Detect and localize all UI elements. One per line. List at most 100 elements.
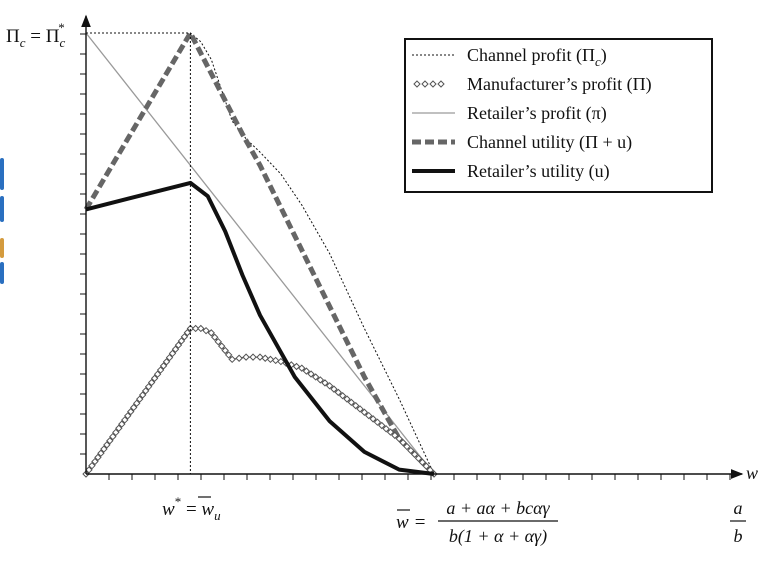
manufacturer-profit-marker xyxy=(85,466,93,474)
manufacturer-profit-marker xyxy=(159,362,168,370)
manufacturer-profit-marker xyxy=(338,392,347,400)
edge-marker xyxy=(0,262,4,284)
manufacturer-profit-marker xyxy=(202,326,210,335)
manufacturer-profit-marker xyxy=(112,428,120,437)
legend-item-manufacturer-s-profit: Manufacturer’s profit (Π) xyxy=(413,74,652,95)
manufacturer-profit-marker xyxy=(191,324,200,333)
legend-label: Retailer’s profit (π) xyxy=(467,103,607,124)
manufacturer-profit-marker xyxy=(121,416,129,424)
edge-marker xyxy=(0,158,4,190)
legend-label: Channel utility (Π + u) xyxy=(467,132,632,153)
manufacturer-profit-marker xyxy=(378,421,386,430)
manufacturer-profit-marker xyxy=(186,324,195,333)
manufacturer-profit-marker xyxy=(171,345,180,353)
manufacturer-profit-marker xyxy=(330,385,338,393)
manufacturer-profit-marker xyxy=(373,418,382,426)
manufacturer-profit-marker xyxy=(115,424,123,432)
x-axis-symbol: w xyxy=(746,463,758,483)
manufacturer-profit-marker xyxy=(343,395,351,403)
axes-layer xyxy=(80,14,744,480)
manufacturer-profit-marker xyxy=(302,367,311,375)
manufacturer-profit-marker xyxy=(91,457,99,466)
manufacturer-profit-marker xyxy=(127,407,135,416)
manufacturer-profit-marker xyxy=(277,357,285,366)
legend-label: Retailer’s utility (u) xyxy=(467,161,610,182)
manufacturer-profit-marker xyxy=(391,431,399,440)
manufacturer-profit-markers xyxy=(82,324,438,478)
manufacturer-profit-marker xyxy=(150,374,159,383)
manufacturer-profit-marker xyxy=(261,354,269,362)
manufacturer-profit-marker xyxy=(365,411,373,420)
manufacturer-profit-marker xyxy=(165,353,174,362)
legend-item-retailer-s-profit: Retailer’s profit (π) xyxy=(412,103,607,124)
w-bar-lhs: w xyxy=(396,512,409,533)
manufacturer-profit-marker xyxy=(360,408,369,416)
manufacturer-profit-marker xyxy=(100,445,108,453)
manufacturer-profit-marker xyxy=(180,333,189,341)
manufacturer-profit-marker xyxy=(356,405,364,413)
manufacturer-profit-marker xyxy=(135,395,144,403)
manufacturer-profit-marker xyxy=(103,441,111,449)
manufacturer-profit-marker xyxy=(351,401,360,410)
manufacturer-profit-marker xyxy=(422,462,430,470)
manufacturer-profit-marker xyxy=(403,442,411,451)
legend-items: Channel profit (Πc) Manufacturer’s profit… xyxy=(412,45,652,182)
manufacturer-profit-marker xyxy=(413,80,421,88)
series-line-retailer-s-utility-u xyxy=(85,180,435,476)
manufacturer-profit-marker xyxy=(118,420,126,428)
legend-box xyxy=(404,38,713,193)
manufacturer-profit-marker xyxy=(162,358,171,366)
series-line-channel-profit-c xyxy=(86,32,435,475)
w-bar-denominator: b(1 + α + αγ) xyxy=(449,526,547,547)
manufacturer-profit-marker xyxy=(228,355,236,364)
manufacturer-profit-marker xyxy=(211,333,219,341)
manufacturer-profit-marker xyxy=(214,337,222,346)
manufacturer-profit-marker xyxy=(369,415,377,423)
manufacturer-profit-marker xyxy=(130,403,138,412)
manufacturer-profit-marker xyxy=(256,353,264,361)
manufacturer-profit-marker xyxy=(249,353,257,361)
manufacturer-profit-marker xyxy=(218,342,226,350)
edge-marker xyxy=(0,238,4,258)
legend: Channel profit (Πc) Manufacturer’s profit… xyxy=(404,38,713,193)
manufacturer-profit-marker xyxy=(153,370,162,378)
manufacturer-profit-marker xyxy=(399,438,407,447)
manufacturer-profit-marker xyxy=(97,449,105,457)
series-layer xyxy=(82,27,438,478)
manufacturer-profit-marker xyxy=(414,454,423,463)
manufacturer-profit-marker xyxy=(266,355,275,364)
manufacturer-profit-marker xyxy=(133,399,141,408)
manufacturer-profit-marker xyxy=(242,353,250,361)
manufacturer-profit-marker xyxy=(316,376,325,384)
manufacturer-profit-marker xyxy=(382,425,390,433)
legend-item-channel-profit-c: Channel profit (Πc) xyxy=(412,45,607,69)
manufacturer-profit-marker xyxy=(177,337,186,345)
manufacturer-profit-marker xyxy=(429,80,437,88)
legend-label: Manufacturer’s profit (Π) xyxy=(467,74,652,95)
manufacturer-profit-marker xyxy=(88,461,96,470)
manufacturer-profit-marker xyxy=(307,370,315,378)
manufacturer-profit-marker xyxy=(156,366,165,374)
manufacturer-profit-marker xyxy=(407,446,415,455)
y-axis-label: Πc = Πc* xyxy=(6,20,65,50)
legend-marker xyxy=(413,80,445,88)
manufacturer-profit-marker xyxy=(437,80,445,88)
manufacturer-profit-marker xyxy=(138,391,147,399)
manufacturer-profit-marker xyxy=(144,382,153,391)
x-ticks xyxy=(108,474,731,480)
manufacturer-profit-marker xyxy=(224,351,233,359)
manufacturer-profit-marker xyxy=(298,364,306,372)
legend-label: Channel profit (Πc) xyxy=(467,45,607,69)
manufacturer-profit-marker xyxy=(271,356,280,365)
manufacturer-profit-marker xyxy=(235,354,243,362)
manufacturer-profit-marker xyxy=(410,450,419,459)
manufacturer-profit-marker xyxy=(221,346,229,355)
manufacturer-profit-marker xyxy=(141,387,150,395)
manufacturer-profit-marker xyxy=(421,80,429,88)
manufacturer-profit-marker xyxy=(334,388,343,397)
manufacturer-profit-marker xyxy=(174,341,183,349)
a-over-b-denominator: b xyxy=(734,526,743,546)
manufacturer-profit-marker xyxy=(325,382,334,390)
